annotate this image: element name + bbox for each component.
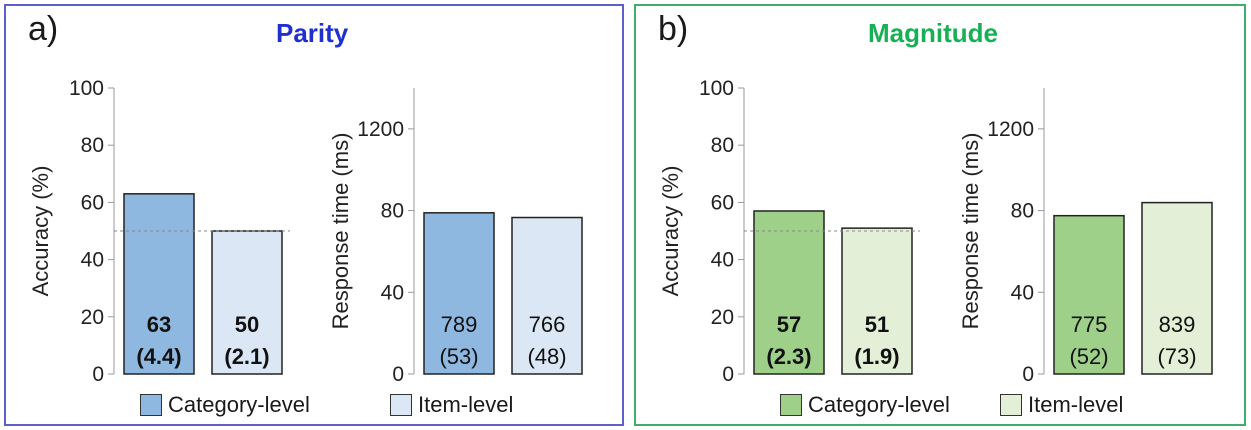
y-tick-label: 0 [722, 363, 734, 386]
y-tick-label: 60 [711, 191, 734, 214]
y-tick-label: 1200 [987, 118, 1034, 141]
parity-panel: a) Parity 0 20 40 60 80 100 Accuracy (%) 63 (4.4… [4, 4, 624, 426]
bar-se-label: (2.1) [224, 344, 269, 369]
y-tick-label: 80 [711, 134, 734, 157]
bar-value-label: 775 [1071, 312, 1108, 337]
legend: Category-level Item-level [636, 392, 1244, 420]
y-tick-label: 40 [711, 249, 734, 272]
y-tick-label: 20 [81, 306, 104, 329]
bar-value-label: 766 [529, 312, 566, 337]
bar-value-label: 63 [147, 312, 171, 337]
bar-value-label: 57 [777, 312, 801, 337]
y-tick-label: 80 [381, 200, 404, 223]
legend-item-category: Category-level [780, 392, 950, 418]
y-tick-label: 20 [711, 306, 734, 329]
y-tick-label: 40 [381, 281, 404, 304]
legend-item-item: Item-level [1000, 392, 1123, 418]
bar-se-label: (4.4) [136, 344, 181, 369]
bar-se-label: (2.3) [766, 344, 811, 369]
parity-accuracy-chart: 0 20 40 60 80 100 Accuracy (%) 63 (4.4) 50 (2.1) [28, 77, 290, 386]
bar-category-level [753, 210, 825, 375]
legend-item-category: Category-level [140, 392, 310, 418]
legend-label: Item-level [1028, 392, 1124, 417]
bar-se-label: (48) [527, 344, 566, 369]
legend-label: Category-level [168, 392, 310, 417]
bar-se-label: (52) [1069, 344, 1108, 369]
y-tick-label: 80 [81, 134, 104, 157]
legend-swatch-item [390, 394, 412, 416]
panel-letter: b) [658, 10, 689, 48]
y-tick-label: 0 [92, 363, 104, 386]
bar-category-level [123, 193, 195, 375]
legend-item-item: Item-level [390, 392, 513, 418]
bar-value-label: 50 [235, 312, 259, 337]
y-axis-label: Accuracy (%) [28, 166, 53, 297]
legend-label: Category-level [808, 392, 950, 417]
y-tick-label: 40 [81, 249, 104, 272]
panel-title: Magnitude [868, 18, 998, 48]
bar-item-level [211, 230, 283, 375]
bar-se-label: (53) [439, 344, 478, 369]
legend-swatch-category [780, 394, 802, 416]
y-tick-label: 0 [1022, 363, 1034, 386]
magnitude-panel: b) Magnitude 0 20 40 60 80 100 Accuracy (%) 57 (… [634, 4, 1246, 426]
panel-title: Parity [276, 18, 349, 48]
legend-label: Item-level [418, 392, 514, 417]
bar-value-label: 789 [441, 312, 478, 337]
bar-value-label: 51 [865, 312, 889, 337]
y-tick-label: 80 [1011, 200, 1034, 223]
legend-swatch-item [1000, 394, 1022, 416]
y-axis-label: Accuracy (%) [658, 166, 683, 297]
y-axis-label: Response time (ms) [958, 133, 983, 330]
bar-item-level [841, 227, 913, 375]
magnitude-accuracy-chart: 0 20 40 60 80 100 Accuracy (%) 57 (2.3) 51 (1.9) [658, 77, 920, 386]
y-tick-label: 1200 [357, 118, 404, 141]
y-tick-label: 100 [69, 77, 104, 100]
bar-item-level [511, 216, 583, 375]
legend-swatch-category [140, 394, 162, 416]
y-tick-label: 60 [81, 191, 104, 214]
bar-se-label: (73) [1157, 344, 1196, 369]
bar-category-level [1053, 214, 1125, 375]
bar-se-label: (1.9) [854, 344, 899, 369]
bar-item-level [1141, 201, 1213, 375]
y-tick-label: 0 [392, 363, 404, 386]
panel-letter: a) [28, 10, 59, 48]
legend: Category-level Item-level [6, 392, 622, 420]
y-axis-label: Response time (ms) [328, 133, 353, 330]
y-tick-label: 100 [699, 77, 734, 100]
bar-value-label: 839 [1159, 312, 1196, 337]
y-tick-label: 40 [1011, 281, 1034, 304]
bar-category-level [423, 212, 495, 375]
